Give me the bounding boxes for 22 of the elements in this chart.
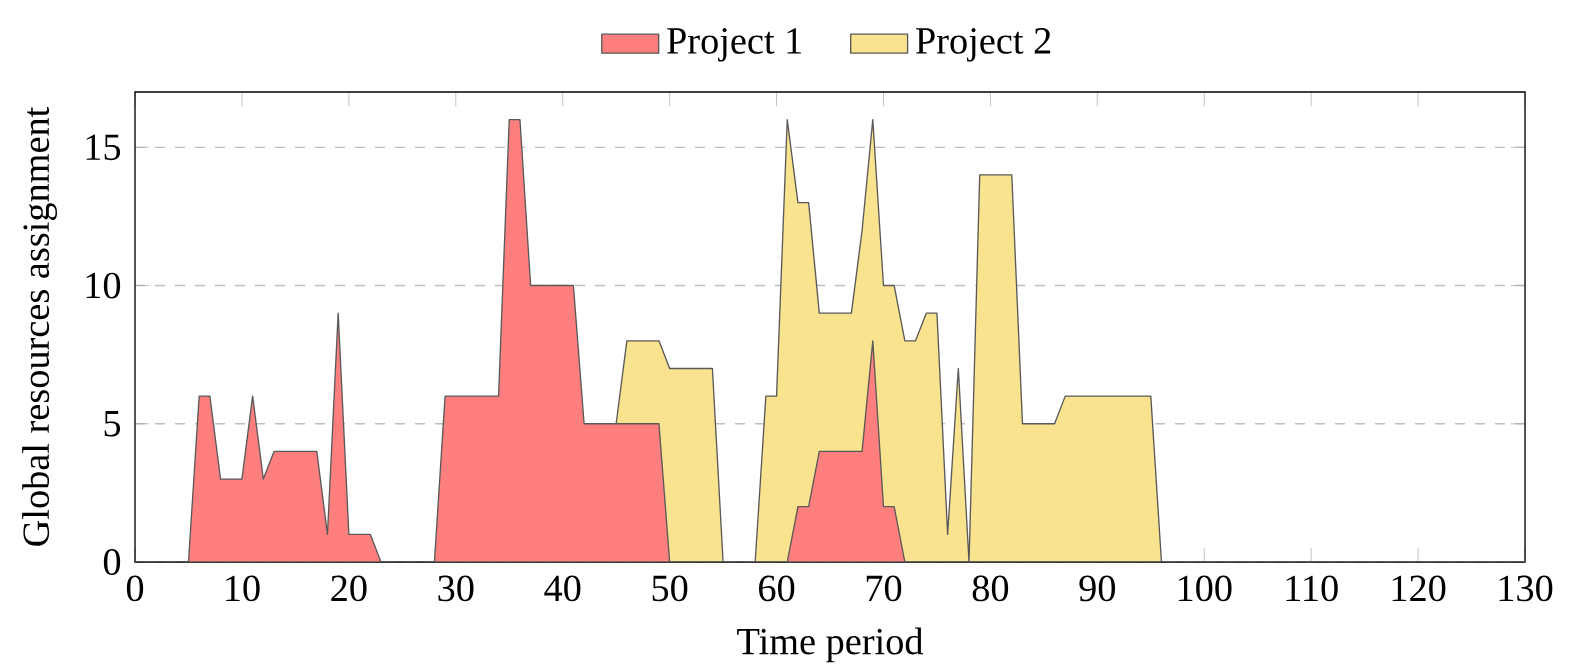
x-tick-label: 100 [1178,575,1232,602]
x-tick-label: 60 [759,575,795,602]
x-tick-label: 10 [226,575,260,602]
x-tick-label: 0 [126,575,144,602]
x-tick-label: 130 [1499,575,1553,602]
y-tick-label: 5 [104,411,121,437]
x-tick-label: 120 [1392,575,1446,602]
y-tick-label: 0 [103,549,121,575]
legend-label: Project 1 [667,28,801,62]
x-tick-label: 50 [652,575,688,602]
x-tick-label: 110 [1286,575,1338,602]
x-axis-title: Time period [737,627,924,663]
x-tick-label: 80 [972,575,1009,602]
legend-label: Project 2 [916,28,1051,62]
y-tick-label: 10 [86,272,121,299]
x-tick-label: 20 [331,575,367,602]
x-tick-label: 40 [544,575,581,602]
x-tick-label: 70 [866,575,902,602]
x-tick-label: 90 [1079,575,1116,602]
x-tick-label: 30 [438,575,474,602]
y-axis-title: Global resources assignment [22,106,57,546]
y-tick-label: 15 [86,134,121,161]
